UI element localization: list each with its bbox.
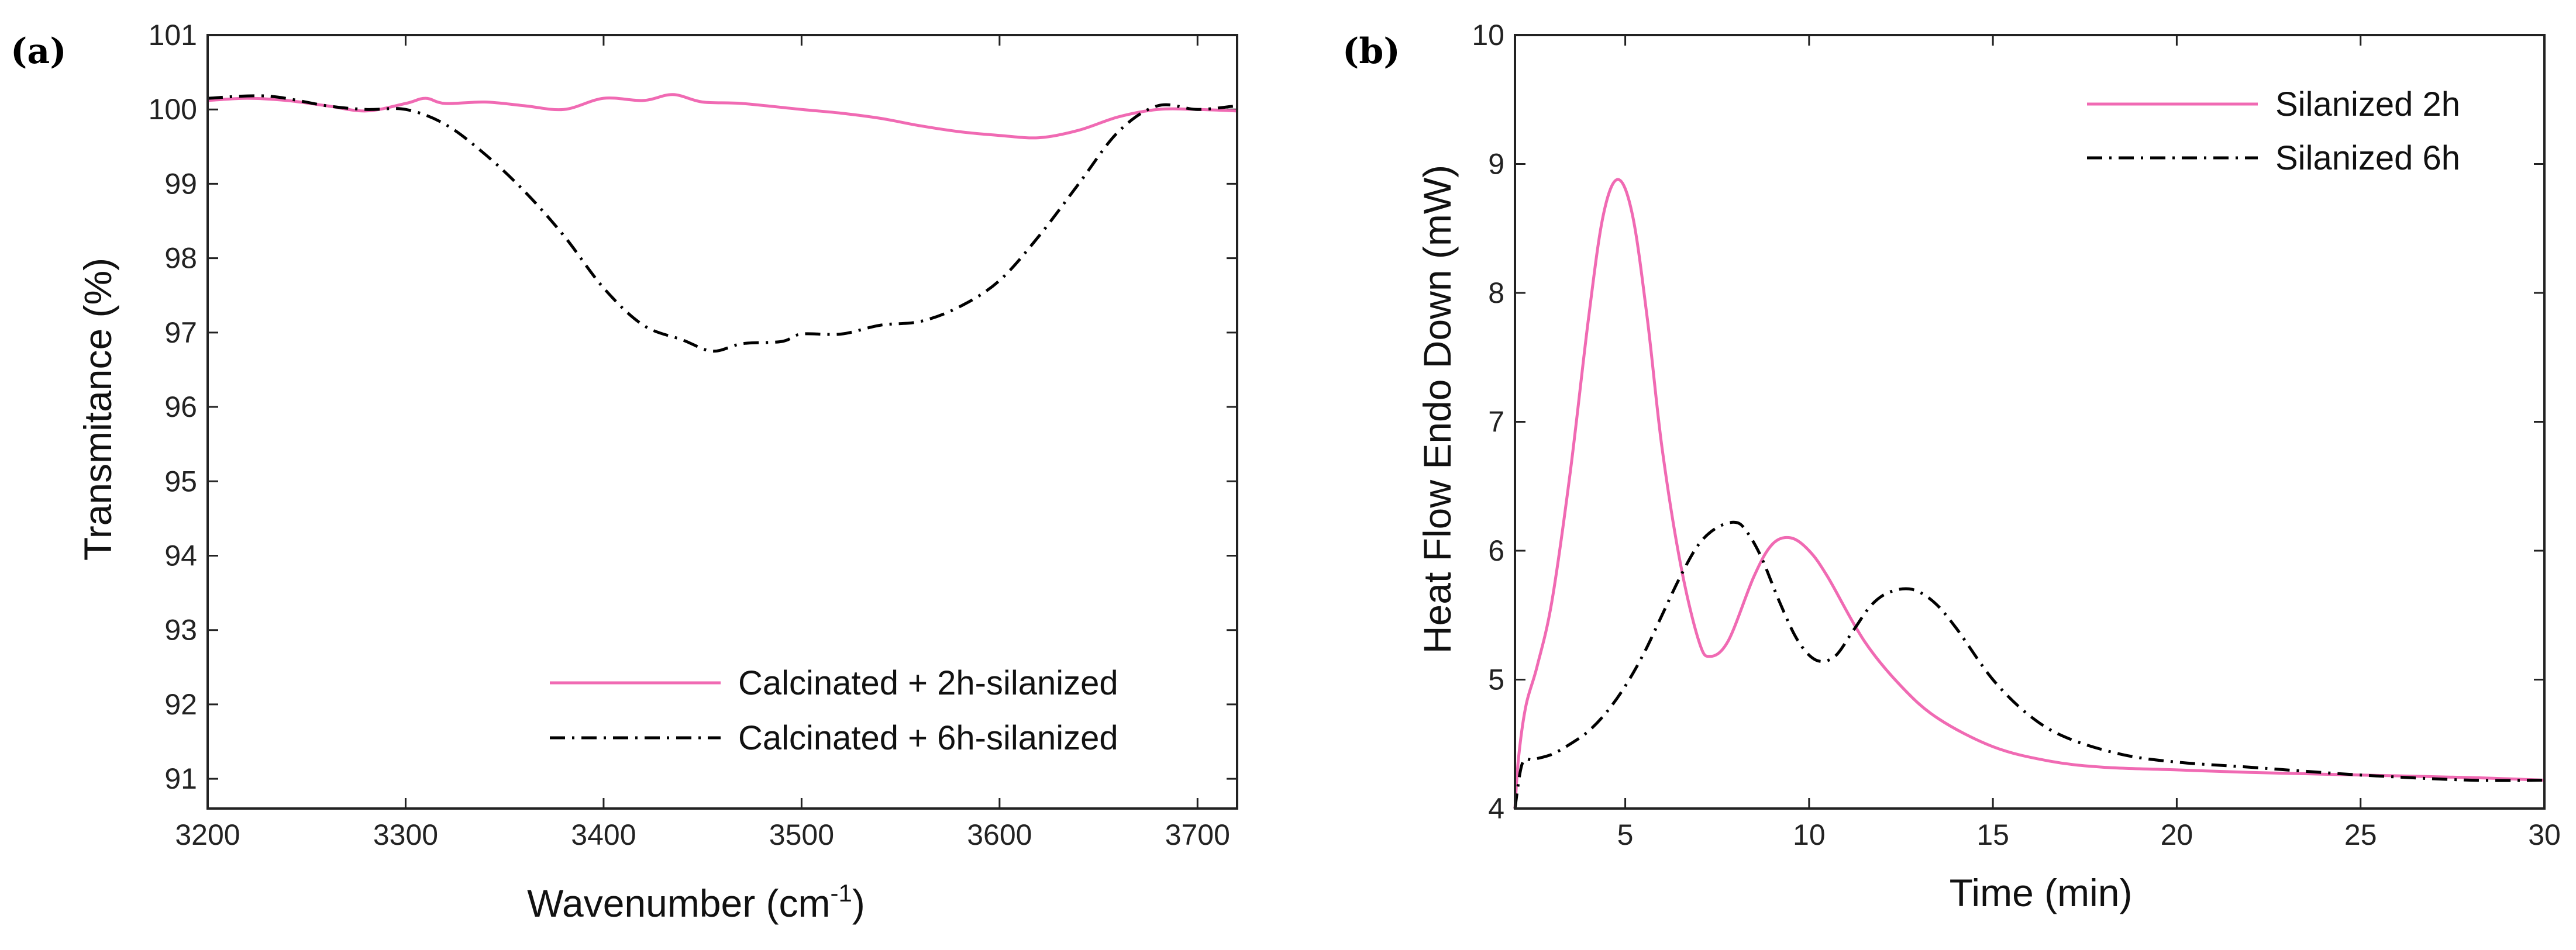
panel-b-legend: Silanized 2h Silanized 6h (2087, 85, 2460, 177)
x-tick-label: 15 (1976, 818, 2009, 851)
y-tick-label: 94 (164, 539, 197, 572)
y-tick-label: 92 (164, 688, 197, 721)
panel-a-legend-label-2h: Calcinated + 2h-silanized (738, 664, 1118, 702)
y-tick-label: 96 (164, 391, 197, 423)
panel-b-legend-label-6h: Silanized 6h (2275, 139, 2460, 177)
x-tick-label: 3300 (373, 818, 438, 851)
y-tick-label: 4 (1488, 792, 1504, 825)
y-tick-label: 95 (164, 465, 197, 498)
y-tick-label: 99 (164, 167, 197, 200)
x-tick-label: 3700 (1165, 818, 1230, 851)
y-tick-label: 7 (1488, 406, 1504, 438)
y-tick-label: 9 (1488, 148, 1504, 181)
panel-a-plot-frame (206, 34, 1238, 810)
x-tick-label: 10 (1793, 818, 1826, 851)
y-tick-label: 8 (1488, 277, 1504, 309)
panel-a-series-line-6h (207, 94, 1238, 353)
panel-b-label: (b) (1342, 31, 1400, 72)
x-tick-label: 20 (2161, 818, 2193, 851)
y-tick-label: 6 (1488, 534, 1504, 567)
panel-b-plot-frame (1514, 34, 2546, 810)
panel-a-y-axis-label: Transmitance (%) (76, 258, 119, 561)
panel-a: (a) Transmitance (%) Wavenumber (cm-1) 3… (11, 19, 1238, 925)
panel-b-series (1513, 178, 2545, 809)
y-tick-label: 100 (149, 93, 197, 126)
x-tick-label: 5 (1617, 818, 1634, 851)
panel-b-legend-label-2h: Silanized 2h (2275, 85, 2460, 123)
panel-b-series-line-6h (1513, 520, 2545, 809)
panel-b-x-axis-label: Time (min) (1950, 871, 2133, 914)
panel-b: (b) Heat Flow Endo Down (mW) Time (min) … (1342, 19, 2561, 914)
y-tick-label: 97 (164, 316, 197, 349)
panel-a-ticks: 3200 3300 3400 3500 3600 3700 91 92 93 94 95 96 97 98… (149, 19, 1237, 851)
x-tick-label: 3600 (967, 818, 1032, 851)
panel-a-series (207, 93, 1238, 353)
x-tick-label: 30 (2528, 818, 2561, 851)
panel-a-x-axis-label-main: Wavenumber (cm (527, 882, 830, 925)
x-tick-label: 25 (2344, 818, 2377, 851)
y-tick-label: 93 (164, 614, 197, 647)
panel-a-legend: Calcinated + 2h-silanized Calcinated + 6… (550, 664, 1118, 757)
panel-a-x-axis-label-superscript: -1 (831, 879, 852, 907)
x-tick-label: 3400 (571, 818, 636, 851)
y-tick-label: 10 (1472, 19, 1504, 51)
y-tick-label: 101 (149, 19, 197, 51)
x-tick-label: 3500 (769, 818, 834, 851)
panel-a-legend-label-6h: Calcinated + 6h-silanized (738, 719, 1118, 757)
panel-b-y-axis-label: Heat Flow Endo Down (mW) (1416, 165, 1459, 654)
panel-a-label: (a) (11, 31, 67, 72)
panel-a-x-axis-label-end: ) (852, 882, 865, 925)
y-tick-label: 98 (164, 242, 197, 275)
panel-a-series-line-2h (207, 93, 1238, 140)
panel-a-x-axis-label: Wavenumber (cm-1) (527, 879, 865, 925)
panel-b-series-line-2h (1513, 178, 2545, 809)
y-tick-label: 5 (1488, 664, 1504, 696)
y-tick-label: 91 (164, 762, 197, 795)
x-tick-label: 3200 (175, 818, 240, 851)
